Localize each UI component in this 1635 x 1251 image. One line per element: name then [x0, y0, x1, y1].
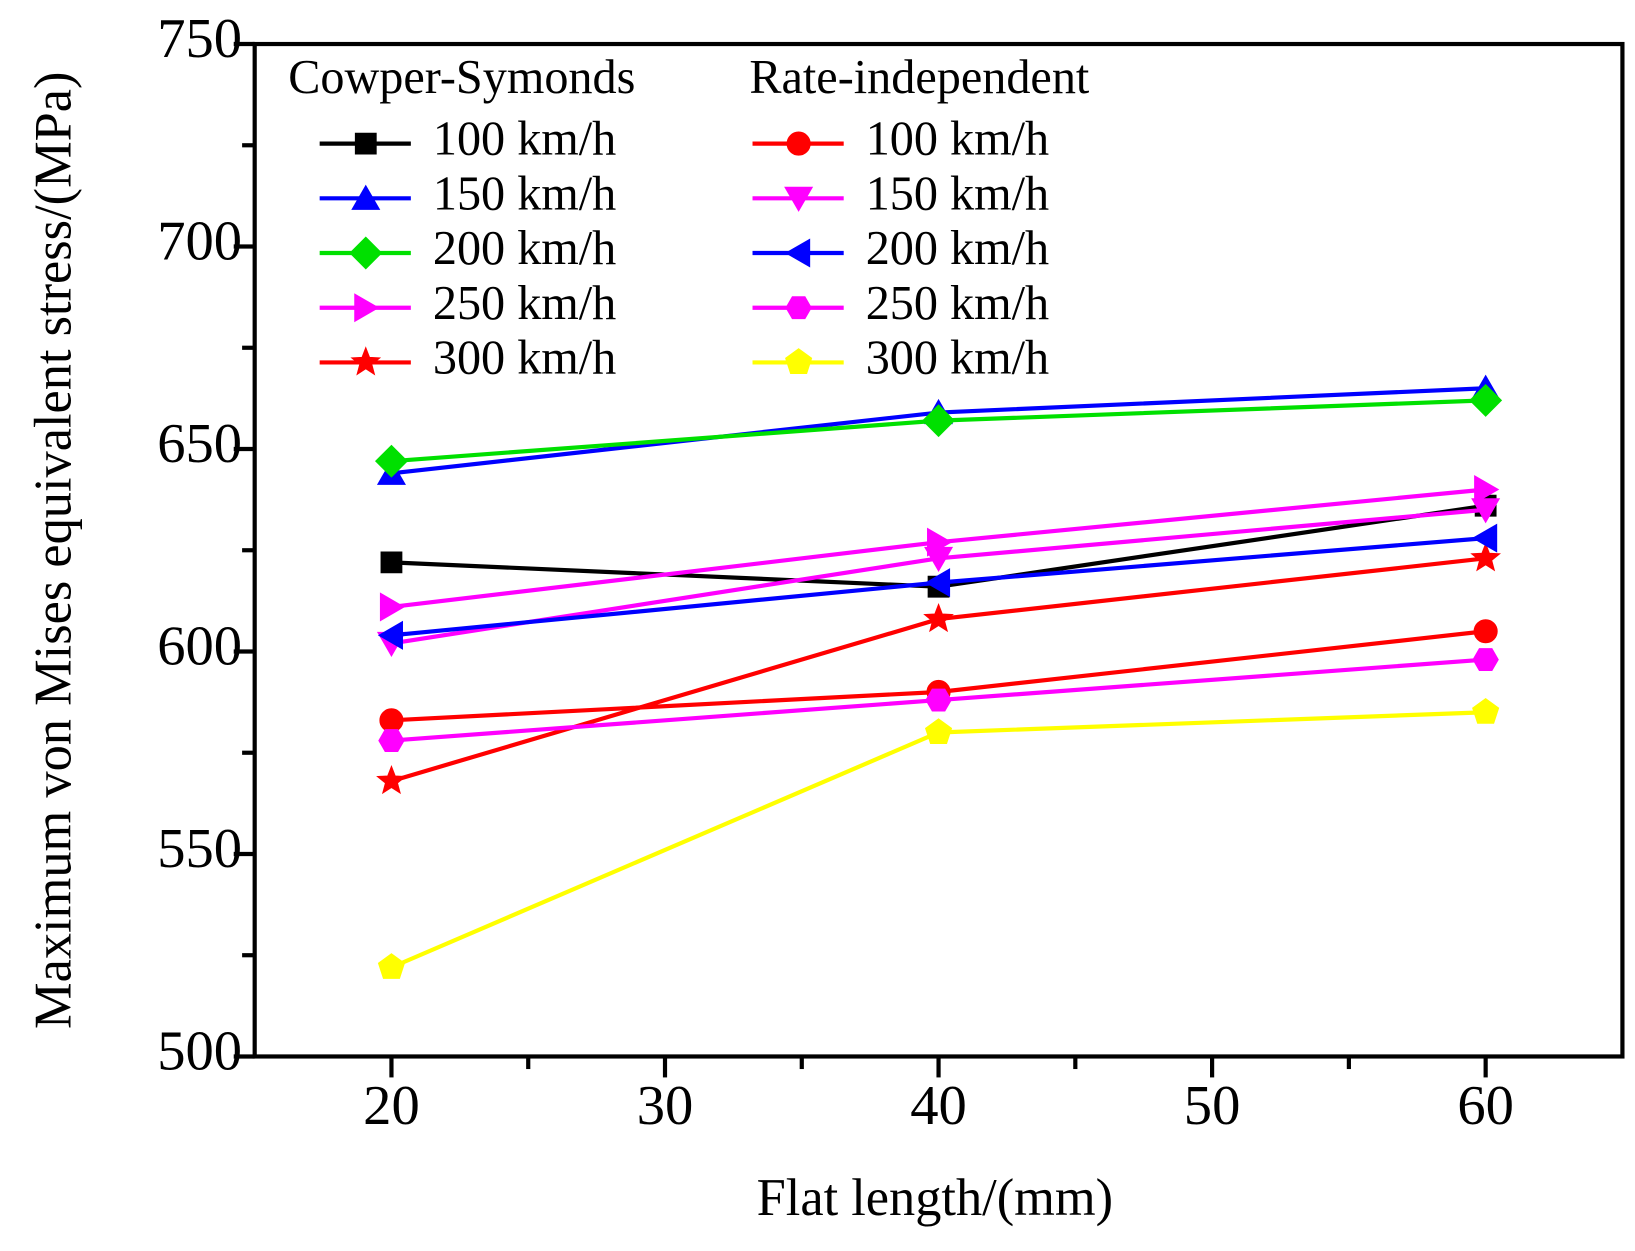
marker: [1472, 648, 1499, 672]
marker: [785, 348, 813, 374]
x-tick-label: 30: [637, 1075, 694, 1137]
y-tick-label: 600: [157, 615, 242, 677]
legend-label: 100 km/h: [433, 113, 616, 166]
marker: [922, 404, 956, 438]
marker: [786, 131, 811, 156]
legend-label: 200 km/h: [433, 222, 616, 275]
marker: [924, 718, 953, 745]
legend-label: 150 km/h: [433, 167, 616, 220]
marker: [924, 546, 954, 572]
marker: [785, 238, 811, 268]
x-tick-label: 40: [910, 1075, 967, 1137]
legend-label: 250 km/h: [433, 277, 616, 330]
marker: [1472, 523, 1498, 553]
legend-label: 250 km/h: [866, 277, 1049, 330]
legend-label: 300 km/h: [866, 331, 1049, 384]
legend-label: 300 km/h: [433, 331, 616, 384]
marker: [380, 551, 403, 574]
marker: [784, 186, 814, 212]
marker: [1474, 474, 1500, 505]
marker: [925, 688, 952, 712]
marker: [378, 729, 405, 753]
marker: [1469, 383, 1503, 417]
marker: [1473, 619, 1498, 644]
y-tick-label: 700: [157, 210, 242, 272]
y-tick-label: 750: [157, 8, 242, 70]
marker: [1472, 697, 1500, 724]
legend-label: 100 km/h: [866, 113, 1049, 166]
marker: [1470, 542, 1501, 572]
marker: [924, 568, 951, 598]
marker: [377, 953, 406, 979]
legend-label: 150 km/h: [866, 167, 1049, 220]
marker: [351, 184, 381, 210]
marker: [379, 708, 404, 733]
marker: [354, 293, 380, 323]
marker: [785, 296, 812, 320]
y-axis-label: Maximum von Mises equivalent stress/(MPa…: [25, 71, 83, 1029]
x-axis-label: Flat length/(mm): [757, 1169, 1114, 1227]
marker: [923, 602, 954, 633]
legend-title: Rate-independent: [749, 51, 1090, 104]
marker: [354, 132, 377, 155]
marker: [350, 346, 382, 376]
marker: [376, 764, 407, 795]
x-tick-label: 50: [1184, 1075, 1241, 1137]
marker: [1471, 498, 1501, 524]
marker: [377, 620, 403, 650]
y-tick-label: 500: [157, 1020, 242, 1082]
y-tick-label: 650: [157, 413, 242, 475]
x-tick-label: 60: [1457, 1075, 1514, 1137]
marker: [374, 444, 408, 478]
legend-label: 200 km/h: [866, 222, 1049, 275]
series-line: [390, 710, 1486, 970]
legend-title: Cowper-Symonds: [288, 51, 635, 104]
x-tick-label: 20: [363, 1075, 420, 1137]
marker: [349, 236, 383, 270]
marker: [379, 592, 406, 622]
y-tick-label: 550: [157, 818, 242, 880]
